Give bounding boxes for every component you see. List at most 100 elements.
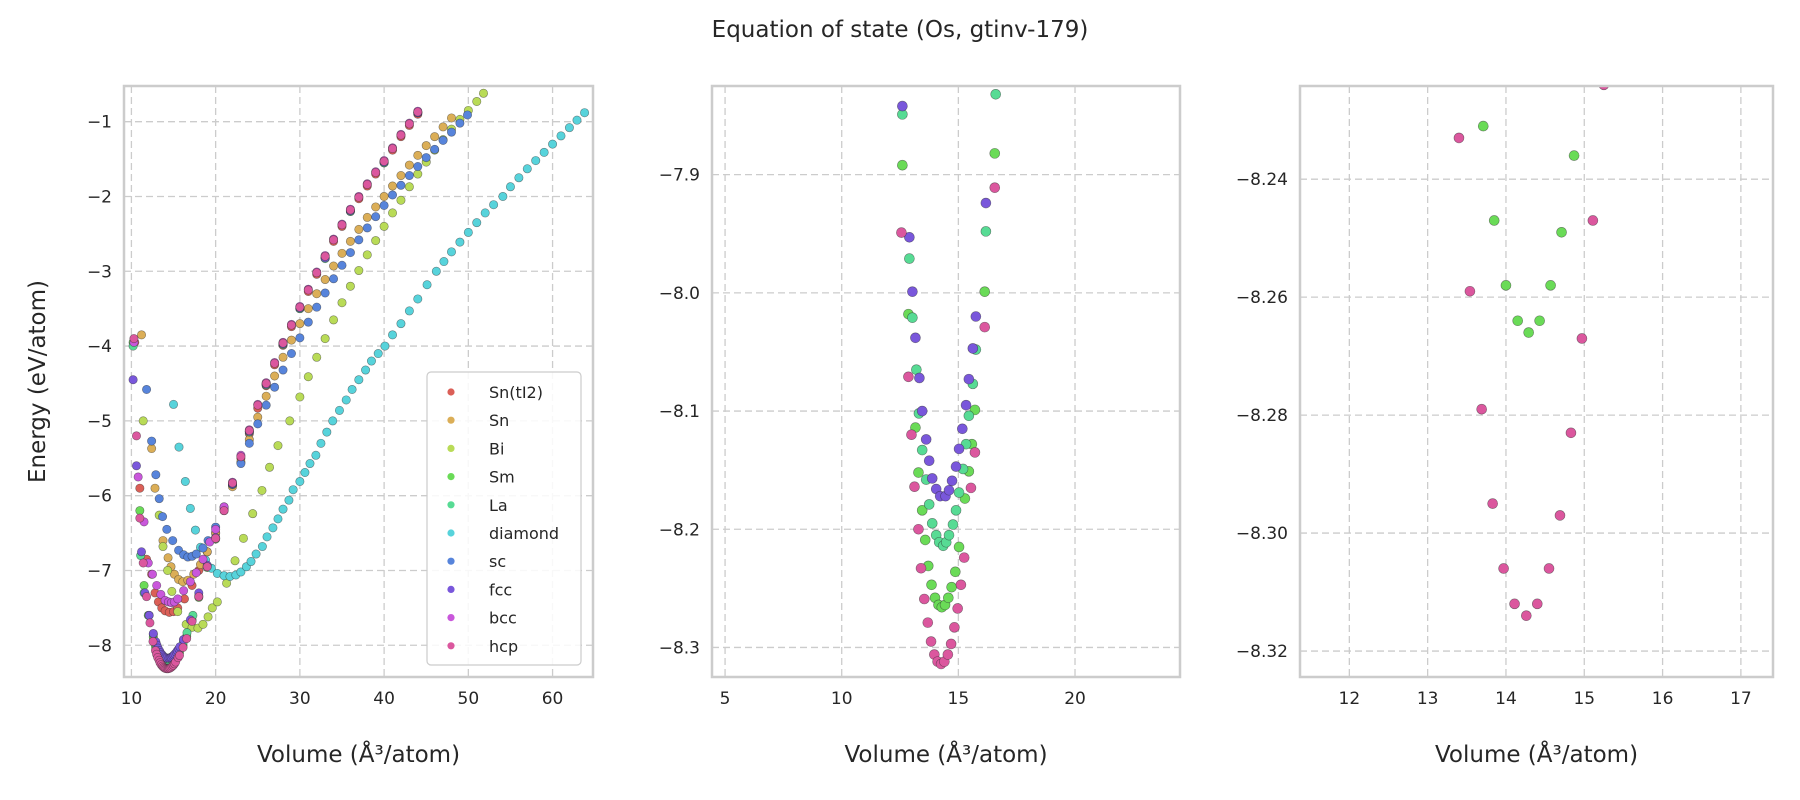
data-point bbox=[312, 352, 322, 362]
data-point bbox=[1554, 510, 1566, 521]
y-tick-label: −7.9 bbox=[659, 166, 700, 186]
data-point bbox=[953, 443, 965, 455]
data-point bbox=[341, 395, 351, 405]
data-point bbox=[129, 334, 139, 344]
y-tick-label: −4 bbox=[87, 337, 112, 357]
data-point bbox=[989, 148, 1001, 159]
data-point bbox=[1556, 226, 1567, 238]
data-point bbox=[965, 482, 977, 494]
data-point bbox=[253, 400, 263, 410]
data-point bbox=[446, 247, 456, 257]
data-point bbox=[480, 208, 490, 218]
data-point bbox=[1576, 333, 1588, 344]
data-point bbox=[173, 607, 183, 617]
data-point bbox=[354, 375, 364, 385]
data-point bbox=[198, 554, 208, 564]
data-point bbox=[522, 164, 532, 174]
data-point bbox=[268, 523, 278, 533]
data-point bbox=[946, 581, 957, 593]
data-point bbox=[295, 319, 305, 329]
data-point bbox=[278, 338, 288, 348]
data-point bbox=[371, 202, 381, 212]
data-point bbox=[989, 182, 1001, 193]
data-point bbox=[943, 529, 955, 541]
data-point bbox=[404, 306, 414, 316]
data-point bbox=[320, 288, 330, 298]
data-point bbox=[312, 268, 322, 278]
data-point bbox=[295, 392, 305, 402]
data-point bbox=[137, 330, 147, 340]
data-point bbox=[163, 553, 173, 563]
y-tick-label: −8.32 bbox=[1236, 642, 1288, 662]
x-tick-label: 20 bbox=[205, 689, 227, 709]
series-sm bbox=[897, 148, 1001, 613]
data-point bbox=[337, 298, 347, 308]
data-point bbox=[556, 131, 566, 141]
data-point bbox=[919, 593, 930, 605]
data-point bbox=[438, 135, 448, 145]
data-point bbox=[396, 180, 406, 190]
data-point bbox=[194, 592, 204, 602]
data-point bbox=[345, 281, 355, 291]
data-point bbox=[142, 384, 152, 394]
data-point bbox=[915, 562, 927, 574]
data-point bbox=[945, 638, 957, 650]
data-point bbox=[909, 481, 920, 492]
data-point bbox=[388, 208, 398, 218]
data-point bbox=[950, 505, 962, 516]
data-point bbox=[949, 622, 960, 633]
data-point bbox=[251, 549, 261, 559]
data-point bbox=[1515, 3, 1525, 13]
data-point bbox=[925, 636, 937, 647]
data-point bbox=[190, 525, 200, 535]
x-tick-label: 30 bbox=[289, 689, 311, 709]
data-point bbox=[462, 110, 472, 120]
data-point bbox=[903, 371, 914, 383]
data-point bbox=[152, 580, 162, 590]
data-point bbox=[421, 153, 431, 163]
subplot-1: 10 20 30 40 50 60 −8 −7 −6 −5 −4 −3 −2 −1 Volume (Å³/a… bbox=[25, 84, 595, 768]
data-point bbox=[185, 503, 195, 513]
y-tick-label: −8 bbox=[87, 636, 112, 656]
data-point bbox=[404, 171, 414, 181]
data-point bbox=[273, 441, 283, 451]
data-point bbox=[990, 88, 1001, 100]
legend-label: Sm bbox=[489, 468, 515, 487]
data-point bbox=[1543, 563, 1555, 574]
data-point bbox=[955, 579, 967, 591]
data-point bbox=[1545, 280, 1556, 291]
legend-item: Sm bbox=[447, 468, 515, 487]
legend-marker bbox=[447, 585, 455, 594]
scatter-points bbox=[128, 88, 590, 674]
legend-marker bbox=[447, 642, 455, 650]
data-point bbox=[463, 227, 473, 237]
data-point bbox=[261, 378, 271, 388]
data-point bbox=[943, 484, 955, 496]
data-point bbox=[1523, 327, 1534, 338]
data-point bbox=[388, 181, 398, 191]
data-point bbox=[396, 130, 406, 140]
data-point bbox=[413, 169, 423, 179]
data-point bbox=[913, 523, 924, 535]
data-point bbox=[142, 592, 152, 602]
data-point bbox=[916, 405, 928, 417]
legend-marker bbox=[447, 388, 455, 396]
data-point bbox=[478, 88, 488, 98]
data-point bbox=[244, 426, 254, 436]
data-point bbox=[312, 302, 322, 312]
data-point bbox=[133, 472, 143, 482]
x-tick-label: 14 bbox=[1495, 689, 1517, 709]
data-point bbox=[278, 504, 288, 514]
data-point bbox=[531, 156, 541, 166]
data-point bbox=[248, 509, 258, 519]
legend-label: Bi bbox=[489, 439, 504, 458]
data-point bbox=[906, 429, 917, 440]
data-point bbox=[144, 610, 154, 620]
data-point bbox=[950, 461, 962, 472]
data-point bbox=[505, 182, 515, 192]
legend-marker bbox=[447, 614, 455, 622]
data-point bbox=[284, 495, 294, 505]
data-point bbox=[430, 144, 440, 154]
data-point bbox=[979, 321, 991, 333]
